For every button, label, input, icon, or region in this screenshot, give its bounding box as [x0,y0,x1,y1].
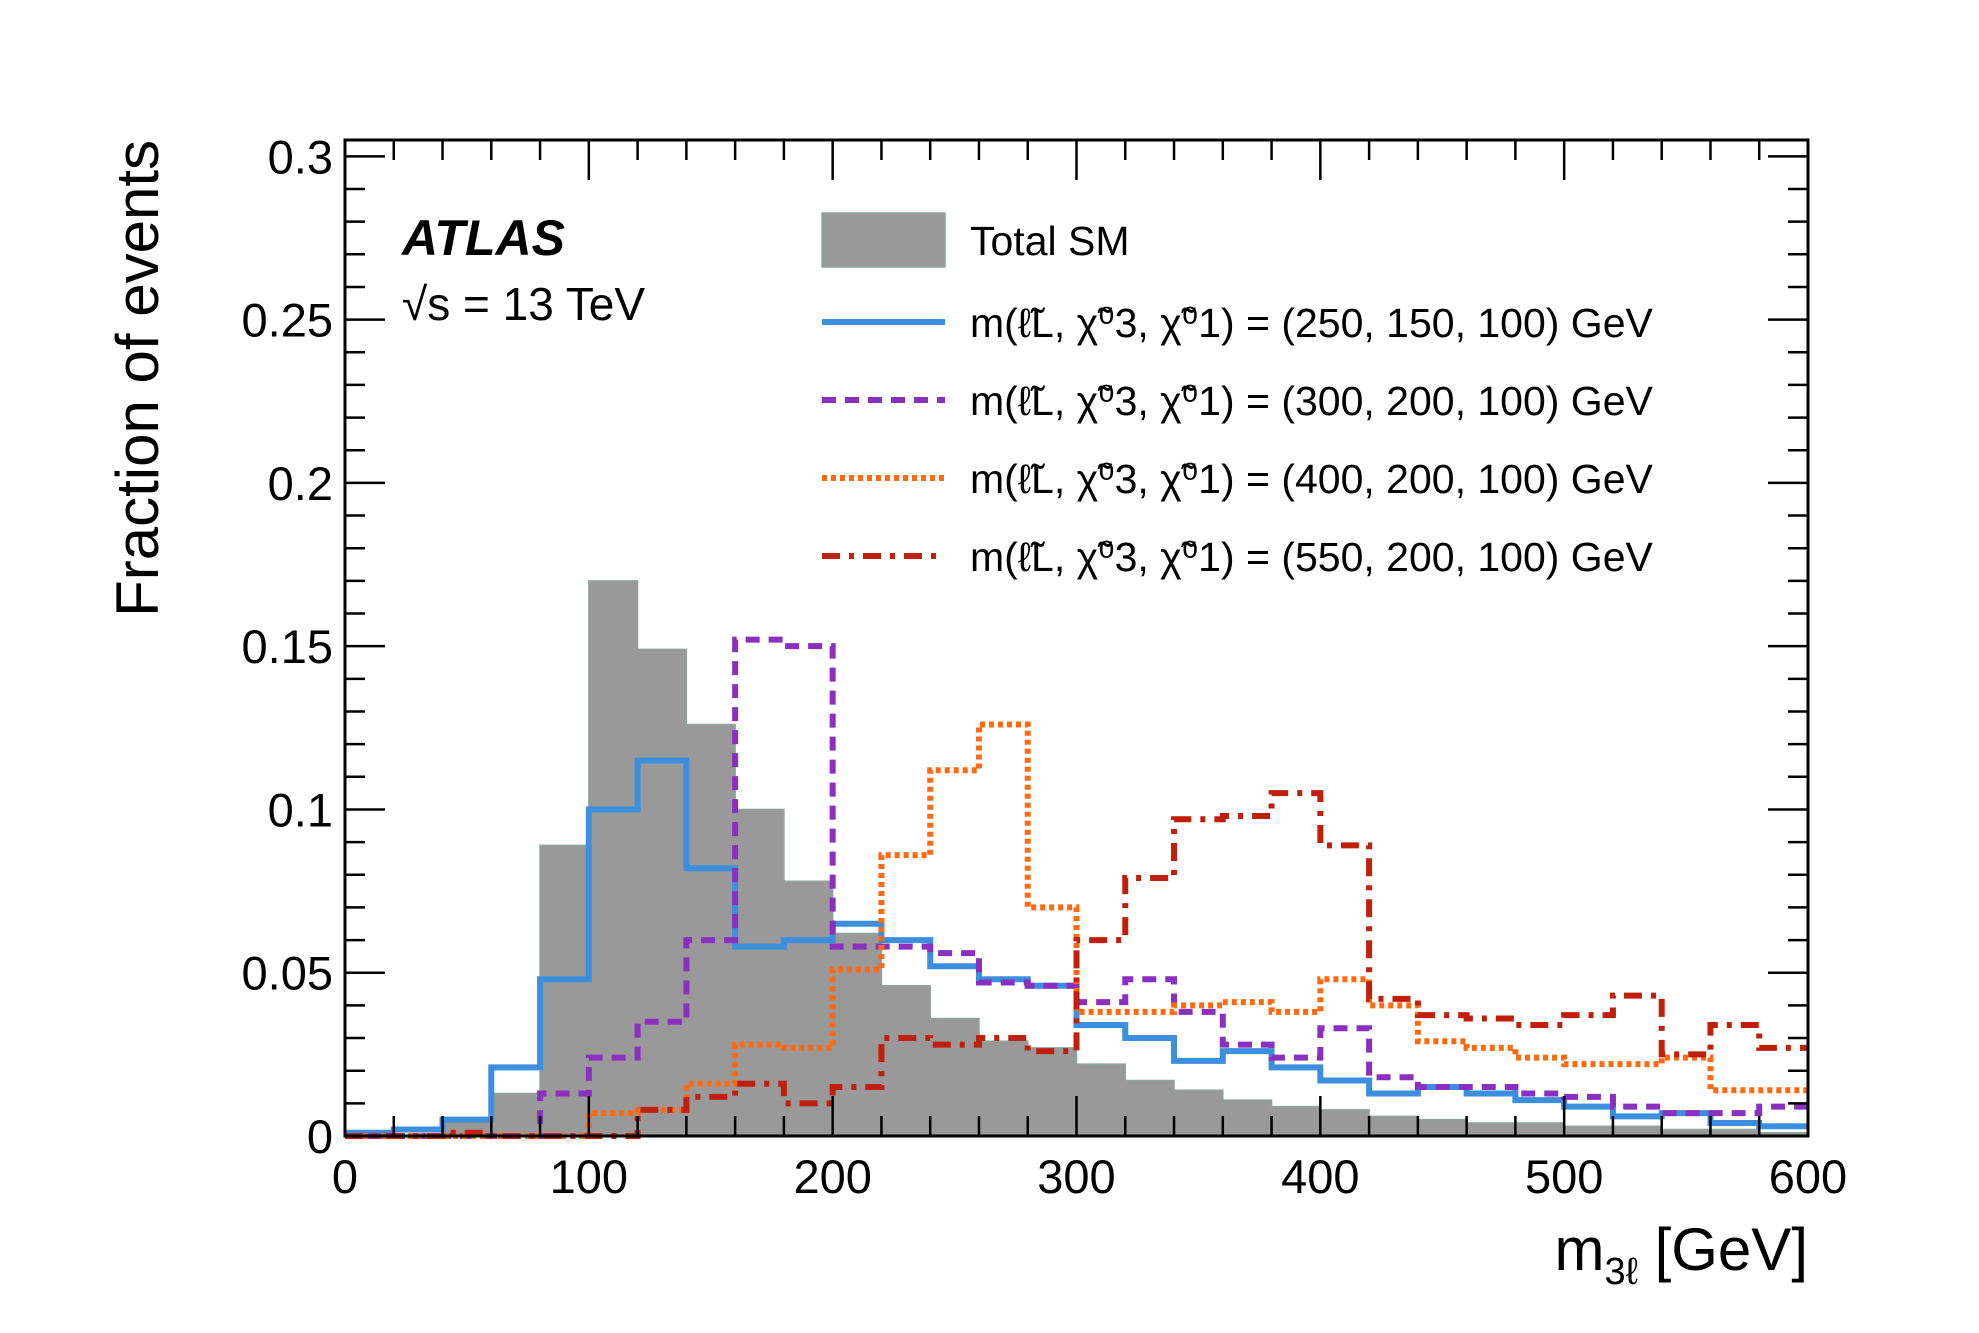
x-tick-label: 100 [550,1150,628,1203]
x-tick-label: 400 [1281,1150,1359,1203]
legend-item: m(ℓ̃L, χ̃⁰3, χ̃⁰1) = (300, 200, 100) GeV [822,378,1653,424]
legend-label: Total SM [970,218,1130,264]
legend-label: m(ℓ̃L, χ̃⁰3, χ̃⁰1) = (550, 200, 100) GeV [970,534,1653,580]
legend-item: m(ℓ̃L, χ̃⁰3, χ̃⁰1) = (250, 150, 100) GeV [822,300,1653,346]
atlas-label: ATLAS [400,210,565,266]
x-axis-title-subscript: 3ℓ [1605,1251,1638,1293]
legend-swatch [821,212,946,268]
series-line [345,790,1808,1139]
y-tick-label: 0 [307,1110,333,1163]
x-tick-label: 300 [1037,1150,1115,1203]
legend-item: Total SM [821,212,1130,268]
y-tick-label: 0.15 [242,620,333,673]
legend: Total SM m(ℓ̃L, χ̃⁰3, χ̃⁰1) = (250, 150, … [821,212,1653,580]
axis-ticks [343,140,1810,1138]
y-tick-label: 0.25 [242,294,333,347]
x-tick-labels: 0 100 200 300 400 500 600 [332,1150,1847,1203]
y-tick-label: 0.3 [268,130,333,183]
y-tick-label: 0.1 [268,783,333,836]
series-0 [345,580,1809,1137]
x-axis-title-main: m [1555,1216,1605,1283]
energy-label: √s = 13 TeV [402,278,645,330]
legend-label: m(ℓ̃L, χ̃⁰3, χ̃⁰1) = (400, 200, 100) GeV [970,456,1653,502]
series-layer [345,580,1809,1139]
y-tick-label: 0.05 [242,947,333,1000]
legend-label: m(ℓ̃L, χ̃⁰3, χ̃⁰1) = (250, 150, 100) GeV [970,300,1653,346]
series-4 [345,790,1808,1139]
series-area [345,580,1809,1137]
y-tick-label: 0.2 [268,457,333,510]
legend-label: m(ℓ̃L, χ̃⁰3, χ̃⁰1) = (300, 200, 100) GeV [970,378,1653,424]
legend-item: m(ℓ̃L, χ̃⁰3, χ̃⁰1) = (550, 200, 100) GeV [822,534,1653,580]
x-tick-label: 600 [1769,1150,1847,1203]
x-axis-title: m3ℓ [GeV] [1555,1216,1808,1293]
x-tick-label: 0 [332,1150,358,1203]
x-tick-label: 500 [1525,1150,1603,1203]
y-tick-labels: 0 0.05 0.1 0.15 0.2 0.25 0.3 [242,130,333,1163]
x-tick-label: 200 [793,1150,871,1203]
x-axis-title-unit: [GeV] [1638,1216,1808,1283]
series-line [345,636,1808,1139]
y-axis-title: Fraction of events [104,140,171,617]
legend-item: m(ℓ̃L, χ̃⁰3, χ̃⁰1) = (400, 200, 100) GeV [822,456,1653,502]
series-2 [345,636,1808,1139]
